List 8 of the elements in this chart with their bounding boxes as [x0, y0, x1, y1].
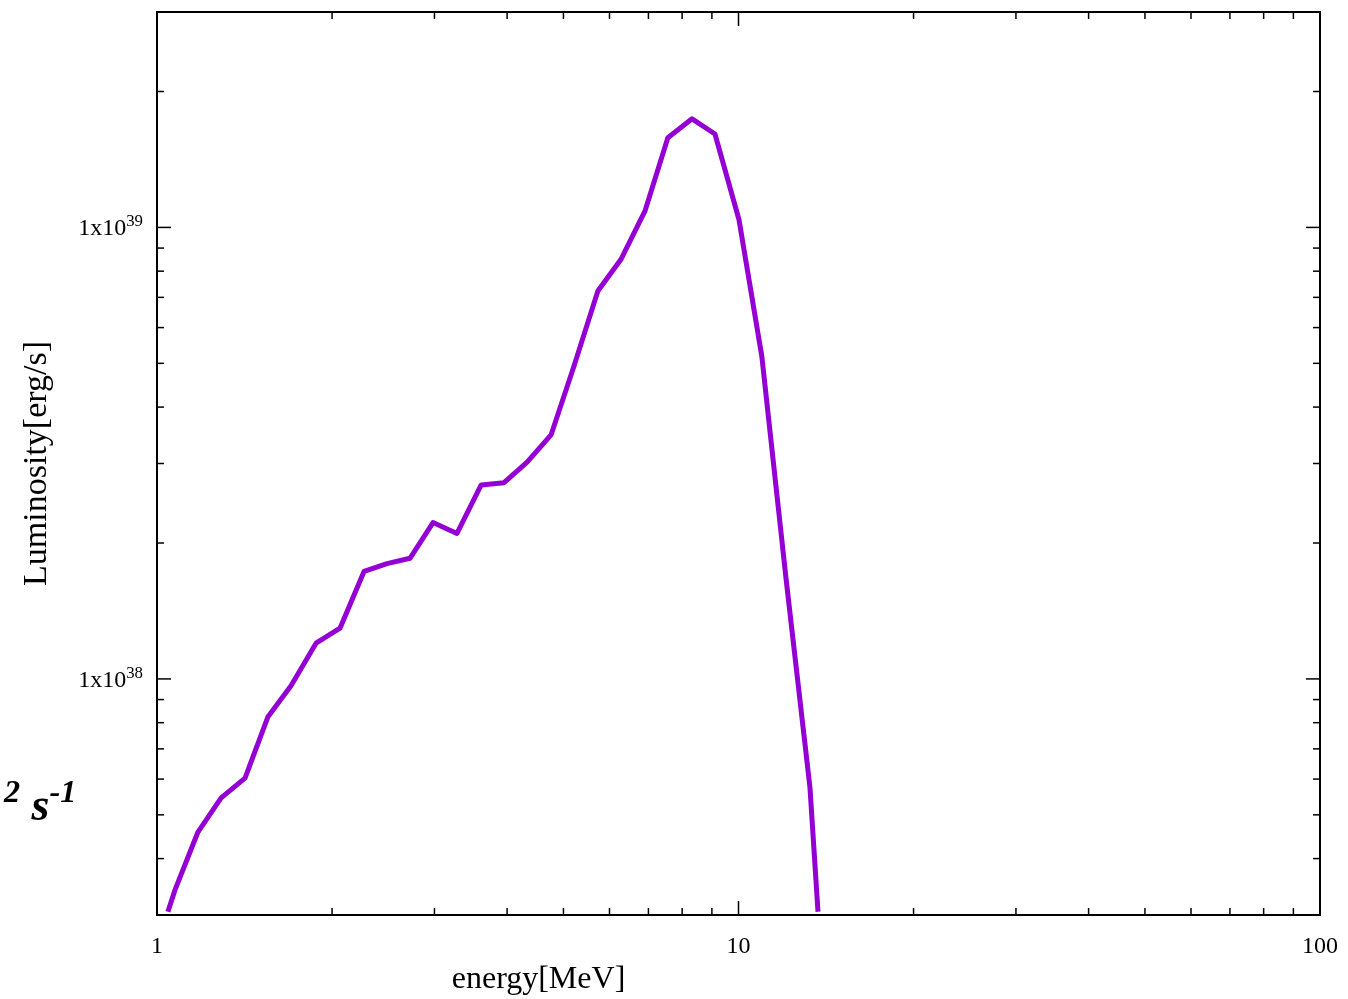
y-axis-title: Luminosity[erg/s]: [16, 341, 53, 586]
text: $^{2}$ s$^{-1}$: [3, 773, 77, 830]
y-tick-label: 1x10$^{39}$: [78, 210, 143, 241]
x-tick-label: 100: [1302, 932, 1338, 958]
x-tick-label: 10: [726, 932, 751, 958]
x-tick-label: 1: [151, 932, 163, 958]
x-axis-title: energy[MeV]: [451, 959, 626, 995]
y-tick-label: 1x10$^{38}$: [78, 662, 143, 692]
